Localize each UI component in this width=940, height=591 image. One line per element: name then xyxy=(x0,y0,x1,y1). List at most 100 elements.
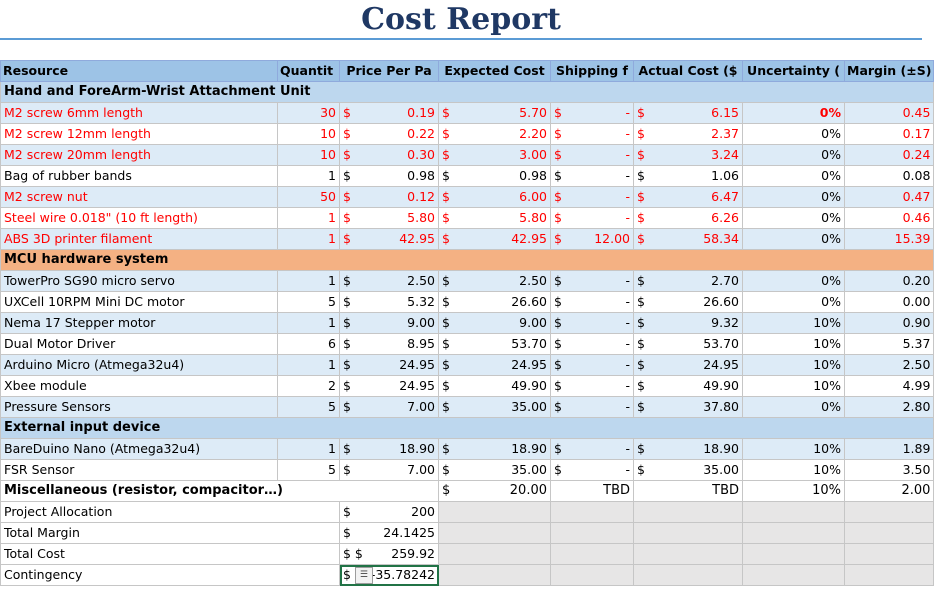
actual-cost-cell[interactable]: $6.15 xyxy=(633,102,743,124)
quantity-cell[interactable]: 1 xyxy=(277,165,340,187)
empty-cell[interactable] xyxy=(843,543,935,565)
shipping-cell[interactable]: $ - xyxy=(550,333,634,355)
quantity-cell[interactable]: 1 xyxy=(277,270,340,292)
margin-cell[interactable]: 1.89 xyxy=(843,438,935,460)
shipping-cell[interactable]: $ - xyxy=(550,438,634,460)
resource-cell[interactable]: Bag of rubber bands xyxy=(0,165,278,187)
quantity-cell[interactable]: 50 xyxy=(277,186,340,208)
summary-value[interactable]: $200 xyxy=(339,501,439,523)
header-margin[interactable]: Margin (±S) xyxy=(843,60,935,82)
actual-cost-cell[interactable]: $18.90 xyxy=(633,438,743,460)
summary-label[interactable]: Total Margin xyxy=(0,522,340,544)
price-cell[interactable]: $5.32 xyxy=(339,291,439,313)
shipping-cell[interactable]: $ - xyxy=(550,354,634,376)
quantity-cell[interactable]: 6 xyxy=(277,333,340,355)
expected-cost-cell[interactable]: $6.00 xyxy=(438,186,551,208)
empty-cell[interactable] xyxy=(550,564,634,586)
expected-cost-cell[interactable]: $5.70 xyxy=(438,102,551,124)
header-expected[interactable]: Expected Cost xyxy=(438,60,551,82)
empty-cell[interactable] xyxy=(550,522,634,544)
shipping-cell[interactable]: $ - xyxy=(550,165,634,187)
expected-cost-cell[interactable]: $5.80 xyxy=(438,207,551,229)
margin-cell[interactable]: 4.99 xyxy=(843,375,935,397)
resource-cell[interactable]: M2 screw nut xyxy=(0,186,278,208)
uncertainty-cell[interactable]: 0% xyxy=(742,123,845,145)
empty-cell[interactable] xyxy=(438,564,551,586)
actual-cost-cell[interactable]: $58.34 xyxy=(633,228,743,250)
quantity-cell[interactable]: 5 xyxy=(277,396,340,418)
resource-cell[interactable]: M2 screw 12mm length xyxy=(0,123,278,145)
shipping-cell[interactable]: $12.00 xyxy=(550,228,634,250)
price-cell[interactable]: $0.19 xyxy=(339,102,439,124)
empty-cell[interactable] xyxy=(550,543,634,565)
price-cell[interactable]: $7.00 xyxy=(339,396,439,418)
shipping-cell[interactable]: $ - xyxy=(550,396,634,418)
expected-cost-cell[interactable]: $49.90 xyxy=(438,375,551,397)
resource-cell[interactable]: Pressure Sensors xyxy=(0,396,278,418)
quantity-cell[interactable]: 1 xyxy=(277,207,340,229)
price-cell[interactable]: $42.95 xyxy=(339,228,439,250)
margin-cell[interactable]: 15.39 xyxy=(843,228,935,250)
quantity-cell[interactable]: 1 xyxy=(277,228,340,250)
uncertainty-cell[interactable]: 10% xyxy=(742,480,845,502)
actual-cost-cell[interactable]: $1.06 xyxy=(633,165,743,187)
resource-cell[interactable]: ABS 3D printer filament xyxy=(0,228,278,250)
expected-cost-cell[interactable]: $26.60 xyxy=(438,291,551,313)
price-cell[interactable]: $7.00 xyxy=(339,459,439,481)
header-shipping[interactable]: Shipping f xyxy=(550,60,634,82)
actual-cost-cell[interactable]: $35.00 xyxy=(633,459,743,481)
uncertainty-cell[interactable]: 10% xyxy=(742,438,845,460)
resource-cell[interactable]: Xbee module xyxy=(0,375,278,397)
margin-cell[interactable]: 5.37 xyxy=(843,333,935,355)
quantity-cell[interactable]: 5 xyxy=(277,291,340,313)
actual-cost-cell[interactable]: $3.24 xyxy=(633,144,743,166)
price-cell[interactable]: $0.22 xyxy=(339,123,439,145)
header-price[interactable]: Price Per Pa xyxy=(339,60,439,82)
resource-cell[interactable]: Dual Motor Driver xyxy=(0,333,278,355)
section-label[interactable]: MCU hardware system xyxy=(0,249,935,271)
shipping-cell[interactable]: $ - xyxy=(550,207,634,229)
margin-cell[interactable]: 2.50 xyxy=(843,354,935,376)
empty-cell[interactable] xyxy=(633,522,743,544)
quantity-cell[interactable]: 1 xyxy=(277,312,340,334)
section-label[interactable]: External input device xyxy=(0,417,935,439)
summary-value[interactable]: $24.1425 xyxy=(339,522,439,544)
resource-cell[interactable]: TowerPro SG90 micro servo xyxy=(0,270,278,292)
shipping-cell[interactable]: $ - xyxy=(550,102,634,124)
quantity-cell[interactable]: 10 xyxy=(277,144,340,166)
uncertainty-cell[interactable]: 10% xyxy=(742,312,845,334)
price-cell[interactable]: $24.95 xyxy=(339,354,439,376)
empty-cell[interactable] xyxy=(633,543,743,565)
expected-cost-cell[interactable]: $2.20 xyxy=(438,123,551,145)
actual-cost-cell[interactable]: $2.37 xyxy=(633,123,743,145)
resource-cell[interactable]: M2 screw 20mm length xyxy=(0,144,278,166)
price-cell[interactable]: $2.50 xyxy=(339,270,439,292)
uncertainty-cell[interactable]: 0% xyxy=(742,207,845,229)
resource-cell[interactable]: BareDuino Nano (Atmega32u4) xyxy=(0,438,278,460)
empty-cell[interactable] xyxy=(438,543,551,565)
misc-label[interactable]: Miscellaneous (resistor, compacitor…) xyxy=(0,480,439,502)
resource-cell[interactable]: Arduino Micro (Atmega32u4) xyxy=(0,354,278,376)
uncertainty-cell[interactable]: 0% xyxy=(742,165,845,187)
expected-cost-cell[interactable]: $18.90 xyxy=(438,438,551,460)
resource-cell[interactable]: M2 screw 6mm length xyxy=(0,102,278,124)
shipping-cell[interactable]: $ - xyxy=(550,270,634,292)
header-actual[interactable]: Actual Cost ($ xyxy=(633,60,743,82)
margin-cell[interactable]: 0.90 xyxy=(843,312,935,334)
resource-cell[interactable]: FSR Sensor xyxy=(0,459,278,481)
quantity-cell[interactable]: 2 xyxy=(277,375,340,397)
uncertainty-cell[interactable]: 10% xyxy=(742,459,845,481)
actual-cost-cell[interactable]: $53.70 xyxy=(633,333,743,355)
empty-cell[interactable] xyxy=(843,564,935,586)
actual-cost-cell[interactable]: $26.60 xyxy=(633,291,743,313)
quantity-cell[interactable]: 1 xyxy=(277,438,340,460)
empty-cell[interactable] xyxy=(438,522,551,544)
shipping-cell[interactable]: TBD xyxy=(550,480,634,502)
expected-cost-cell[interactable]: $42.95 xyxy=(438,228,551,250)
shipping-cell[interactable]: $ - xyxy=(550,375,634,397)
summary-label[interactable]: Contingency xyxy=(0,564,340,586)
price-cell[interactable]: $0.30 xyxy=(339,144,439,166)
empty-cell[interactable] xyxy=(633,501,743,523)
expected-cost-cell[interactable]: $9.00 xyxy=(438,312,551,334)
expected-cost-cell[interactable]: $53.70 xyxy=(438,333,551,355)
